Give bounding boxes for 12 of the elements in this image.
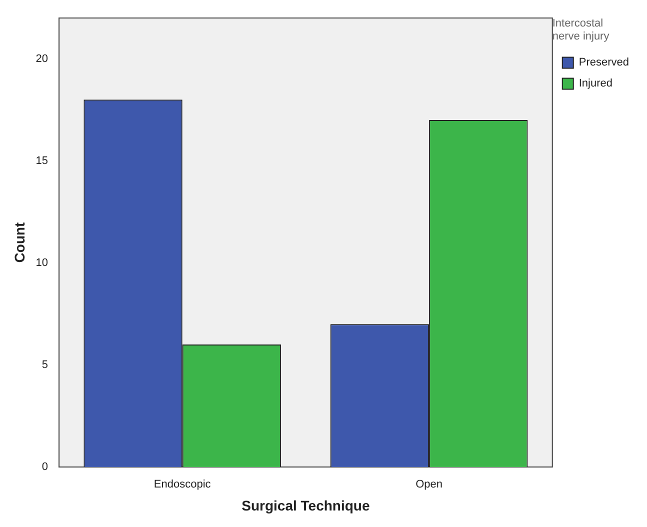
y-axis-title: Count bbox=[11, 222, 28, 263]
x-tick-label: Endoscopic bbox=[154, 478, 212, 491]
y-tick-label: 10 bbox=[36, 256, 48, 269]
x-axis-title: Surgical Technique bbox=[242, 497, 370, 514]
legend-label: Preserved bbox=[578, 56, 630, 69]
legend-title: Intercostal nerve injury bbox=[552, 18, 610, 43]
y-tick-label: 15 bbox=[36, 154, 48, 167]
y-tick-label: 20 bbox=[36, 52, 48, 65]
x-tick-label: Open bbox=[416, 478, 442, 491]
y-tick-label: 0 bbox=[42, 461, 48, 474]
legend-label: Injured bbox=[578, 78, 613, 90]
y-tick-label: 5 bbox=[42, 358, 48, 371]
